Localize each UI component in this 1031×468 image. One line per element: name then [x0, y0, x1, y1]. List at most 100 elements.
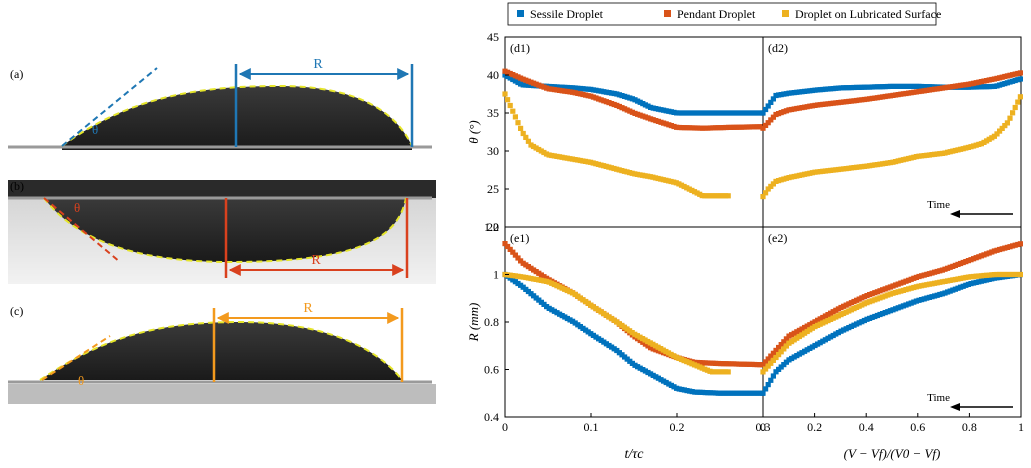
data-points	[502, 241, 765, 396]
x-tick-label: 1	[1018, 420, 1024, 434]
data-point-series-2	[725, 369, 731, 375]
data-points	[502, 68, 765, 199]
time-arrow-head	[950, 403, 960, 411]
data-point-series-2	[804, 328, 810, 335]
data-point-series-2	[997, 128, 1003, 134]
data-point-series-0	[770, 373, 776, 379]
data-points	[760, 241, 1023, 396]
data-point-series-0	[869, 84, 875, 90]
data-points	[760, 70, 1023, 200]
data-point-series-1	[908, 276, 914, 282]
data-point-series-0	[843, 85, 849, 91]
data-point-series-2	[1012, 104, 1018, 111]
data-point-series-0	[768, 99, 774, 105]
y-tick-label: 0.6	[484, 363, 499, 377]
data-point-series-2	[986, 136, 992, 142]
data-point-series-1	[781, 339, 787, 345]
data-point-series-1	[973, 80, 979, 86]
data-point-series-2	[781, 346, 787, 352]
axes-box	[504, 226, 764, 418]
data-point-series-2	[908, 285, 914, 291]
time-label: Time	[927, 199, 950, 211]
data-point-series-0	[676, 110, 682, 116]
data-point-series-0	[1012, 77, 1018, 84]
data-point-series-2	[882, 160, 888, 166]
axes-box	[762, 226, 1022, 418]
data-point-series-2	[507, 102, 513, 109]
data-point-series-2	[973, 273, 979, 279]
data-point-series-0	[817, 87, 823, 93]
data-point-series-1	[533, 269, 539, 275]
data-point-series-0	[676, 386, 682, 392]
data-point-series-2	[804, 171, 810, 177]
data-point-series-1	[770, 350, 776, 356]
data-point-series-2	[921, 282, 927, 288]
data-point-series-2	[520, 274, 526, 280]
radius-label: R	[311, 253, 321, 268]
data-point-series-1	[512, 252, 518, 258]
data-point-series-1	[637, 112, 643, 118]
legend: Sessile Droplet Pendant Droplet Droplet …	[507, 2, 941, 26]
y-tick-label: 20	[487, 220, 499, 234]
data-point-series-1	[986, 77, 992, 83]
data-point-series-0	[856, 320, 862, 326]
chart-panel-e1: (e1)	[502, 226, 765, 418]
data-point-series-0	[1017, 76, 1023, 82]
data-point-series-2	[629, 330, 635, 336]
y-tick-label: 45	[487, 30, 499, 44]
photo-panel-c: θ R (c)	[8, 301, 436, 404]
data-point-series-0	[765, 382, 771, 388]
data-point-series-1	[921, 272, 927, 278]
data-point-series-2	[505, 97, 511, 103]
data-point-series-1	[895, 92, 901, 98]
photo-label-b: (b)	[10, 179, 24, 193]
radius-label: R	[313, 57, 323, 72]
data-point-series-0	[804, 88, 810, 94]
data-point-series-2	[712, 369, 718, 375]
data-point-series-2	[856, 303, 862, 309]
data-point-series-2	[869, 298, 875, 304]
legend-marker-sessile	[517, 10, 524, 17]
data-point-series-2	[725, 193, 731, 199]
data-point-series-2	[960, 275, 966, 281]
data-point-series-2	[603, 312, 609, 318]
data-point-series-1	[776, 344, 782, 351]
data-point-series-2	[999, 271, 1005, 278]
x-tick-label: 0.4	[859, 420, 874, 434]
time-arrow-head	[950, 210, 960, 218]
data-point-series-0	[882, 310, 888, 316]
data-point-series-1	[778, 342, 784, 348]
data-point-series-2	[1004, 120, 1010, 126]
data-point-series-0	[778, 364, 784, 370]
data-point-series-2	[986, 272, 992, 278]
data-point-series-0	[921, 84, 927, 90]
data-point-series-0	[624, 356, 630, 362]
tangent-line	[43, 197, 121, 263]
data-point-series-2	[843, 309, 849, 315]
x-tick-label: 0	[502, 420, 508, 434]
data-point-series-0	[760, 110, 766, 116]
data-point-series-2	[616, 167, 622, 173]
data-point-series-2	[817, 321, 823, 327]
droplet-profile-fit	[61, 84, 413, 147]
needle-shadow	[8, 180, 436, 198]
data-point-series-2	[830, 167, 836, 173]
y-tick-label: 1.2	[484, 220, 499, 234]
data-point-series-1	[585, 93, 591, 99]
data-point-series-1	[856, 296, 862, 302]
data-point-series-0	[611, 90, 617, 97]
data-point-series-0	[843, 326, 849, 332]
data-point-series-2	[1002, 123, 1008, 129]
data-point-series-1	[1017, 241, 1023, 247]
data-point-series-1	[791, 106, 797, 112]
data-point-series-1	[507, 246, 513, 252]
data-point-series-2	[773, 354, 779, 361]
data-point-series-2	[658, 346, 664, 352]
data-point-series-1	[921, 88, 927, 94]
data-point-series-1	[598, 97, 604, 103]
data-point-series-2	[645, 173, 651, 179]
data-point-series-1	[804, 104, 810, 110]
data-point-series-2	[778, 349, 784, 355]
data-point-series-2	[783, 343, 789, 349]
data-point-series-2	[684, 359, 690, 365]
